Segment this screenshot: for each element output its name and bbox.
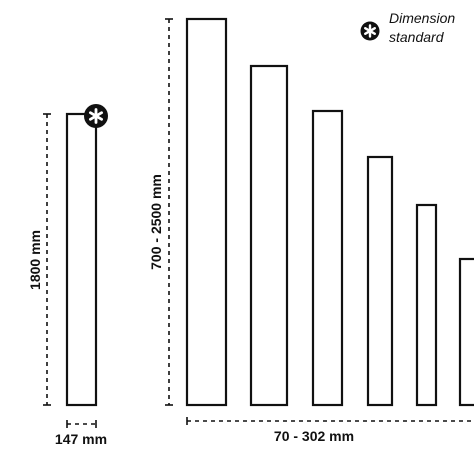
asterisk-badge-icon (84, 104, 108, 128)
range-panel-3 (311, 109, 344, 407)
range-panel-5 (415, 203, 438, 407)
range-width-label: 70 - 302 mm (274, 428, 354, 444)
asterisk-badge-icon (360, 21, 380, 41)
legend-line-1: Dimension (389, 10, 455, 26)
range-panel-2 (249, 64, 289, 407)
single-height-label: 1800 mm (27, 230, 43, 290)
range-panel-4 (366, 155, 394, 407)
range-width-dimension-line (186, 417, 474, 425)
legend-line-2: standard (389, 29, 445, 45)
single-panel-group: 1800 mm 147 mm (27, 104, 108, 447)
range-panel-6 (458, 257, 474, 407)
range-panel-1 (185, 17, 228, 407)
single-height-dimension-line (43, 113, 51, 406)
range-height-label: 700 - 2500 mm (148, 174, 164, 270)
standard-panel (65, 112, 98, 407)
legend: Dimension standard (360, 10, 455, 45)
single-width-dimension-line (66, 420, 97, 428)
single-width-label: 147 mm (55, 431, 107, 447)
panel-range-group: 700 - 2500 mm 70 - 302 mm (148, 17, 474, 444)
range-height-dimension-line (165, 18, 173, 406)
